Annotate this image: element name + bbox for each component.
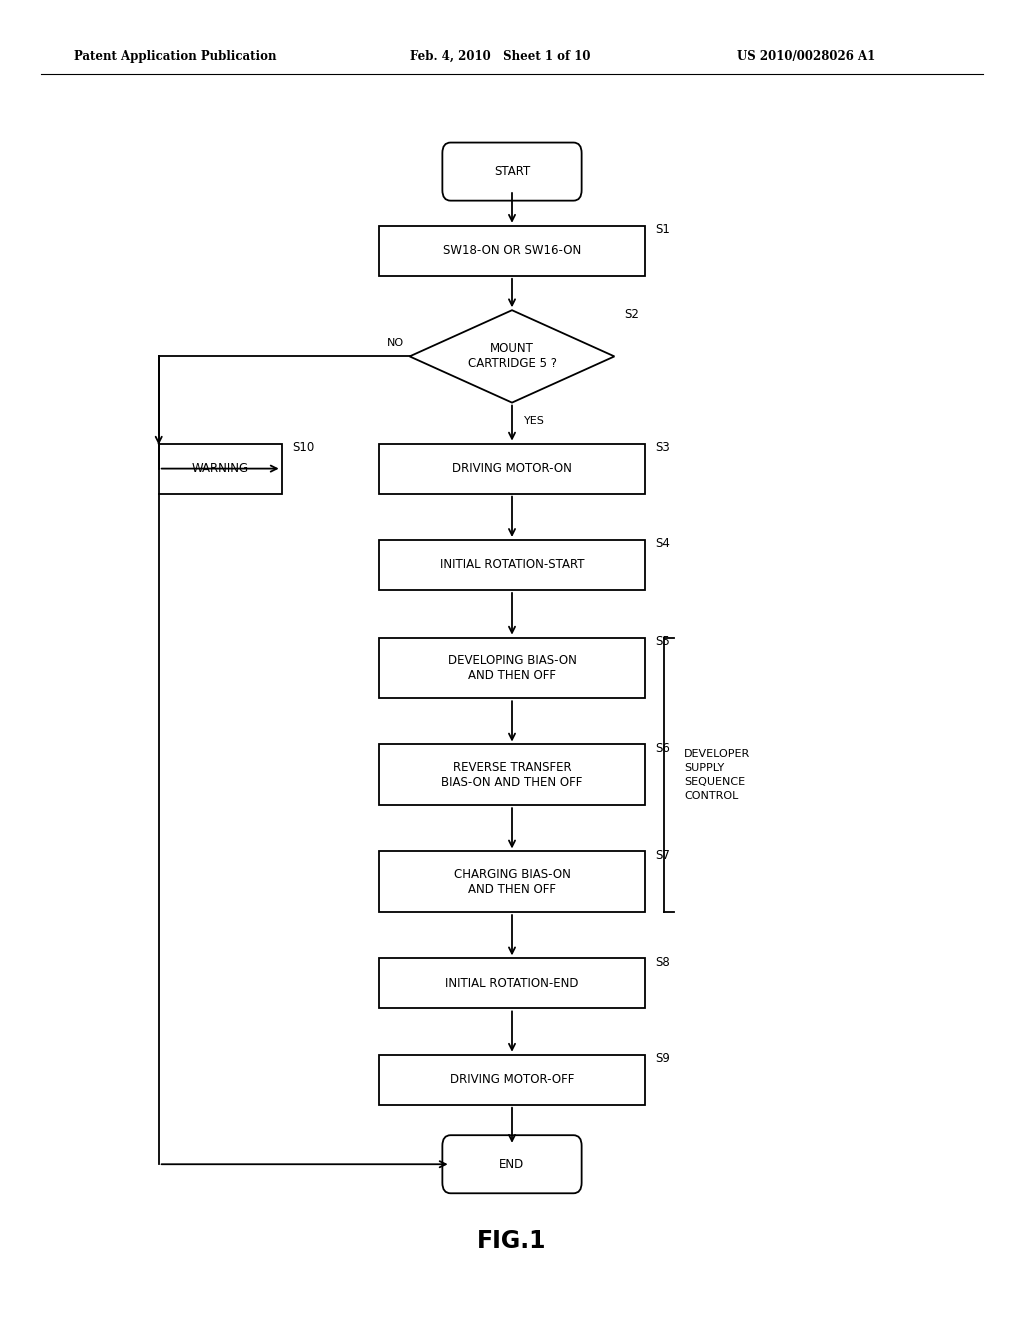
Bar bbox=[379, 851, 645, 912]
Text: S8: S8 bbox=[655, 956, 670, 969]
Text: S9: S9 bbox=[655, 1052, 671, 1065]
Text: Feb. 4, 2010   Sheet 1 of 10: Feb. 4, 2010 Sheet 1 of 10 bbox=[410, 50, 590, 63]
Text: US 2010/0028026 A1: US 2010/0028026 A1 bbox=[737, 50, 876, 63]
Text: DEVELOPER
SUPPLY
SEQUENCE
CONTROL: DEVELOPER SUPPLY SEQUENCE CONTROL bbox=[684, 748, 751, 801]
Text: INITIAL ROTATION-START: INITIAL ROTATION-START bbox=[439, 558, 585, 572]
Bar bbox=[379, 226, 645, 276]
FancyBboxPatch shape bbox=[442, 143, 582, 201]
Text: WARNING: WARNING bbox=[191, 462, 249, 475]
FancyBboxPatch shape bbox=[442, 1135, 582, 1193]
Text: SW18-ON OR SW16-ON: SW18-ON OR SW16-ON bbox=[442, 244, 582, 257]
Text: YES: YES bbox=[524, 416, 545, 426]
Bar bbox=[379, 1055, 645, 1105]
Text: Patent Application Publication: Patent Application Publication bbox=[74, 50, 276, 63]
Text: DEVELOPING BIAS-ON
AND THEN OFF: DEVELOPING BIAS-ON AND THEN OFF bbox=[447, 653, 577, 682]
Bar bbox=[159, 444, 282, 494]
Text: S3: S3 bbox=[655, 441, 670, 454]
Text: DRIVING MOTOR-OFF: DRIVING MOTOR-OFF bbox=[450, 1073, 574, 1086]
Bar bbox=[379, 744, 645, 805]
Text: INITIAL ROTATION-END: INITIAL ROTATION-END bbox=[445, 977, 579, 990]
Text: CHARGING BIAS-ON
AND THEN OFF: CHARGING BIAS-ON AND THEN OFF bbox=[454, 867, 570, 896]
Text: S7: S7 bbox=[655, 849, 671, 862]
Bar bbox=[379, 444, 645, 494]
Bar bbox=[379, 540, 645, 590]
Text: S4: S4 bbox=[655, 537, 671, 550]
Bar bbox=[379, 638, 645, 698]
Text: MOUNT
CARTRIDGE 5 ?: MOUNT CARTRIDGE 5 ? bbox=[468, 342, 556, 371]
Bar bbox=[379, 958, 645, 1008]
Text: FIG.1: FIG.1 bbox=[477, 1229, 547, 1253]
Polygon shape bbox=[410, 310, 614, 403]
Text: DRIVING MOTOR-ON: DRIVING MOTOR-ON bbox=[452, 462, 572, 475]
Text: S5: S5 bbox=[655, 635, 670, 648]
Text: S6: S6 bbox=[655, 742, 671, 755]
Text: NO: NO bbox=[387, 338, 404, 348]
Text: START: START bbox=[494, 165, 530, 178]
Text: S2: S2 bbox=[625, 308, 640, 321]
Text: END: END bbox=[500, 1158, 524, 1171]
Text: S10: S10 bbox=[292, 441, 314, 454]
Text: S1: S1 bbox=[655, 223, 671, 236]
Text: REVERSE TRANSFER
BIAS-ON AND THEN OFF: REVERSE TRANSFER BIAS-ON AND THEN OFF bbox=[441, 760, 583, 789]
